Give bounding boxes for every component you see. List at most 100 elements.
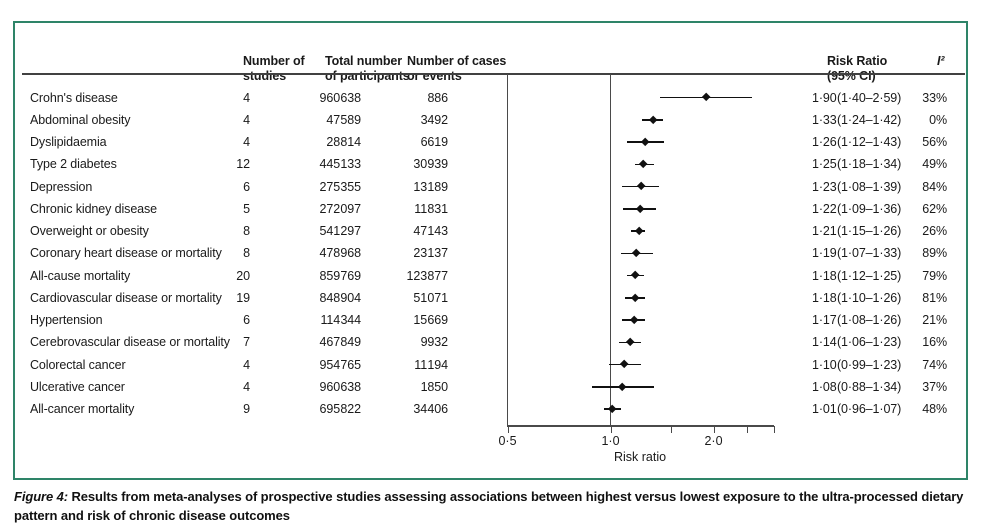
row-outcome-label: All-cause mortality xyxy=(30,268,131,283)
x-tick xyxy=(610,426,612,433)
row-risk-ratio-ci: 1·90 (1·40–2·59) xyxy=(812,90,902,105)
row-cases-or-events: 123 877 xyxy=(406,268,449,283)
row-risk-ratio-ci: 1·18 (1·12–1·25) xyxy=(812,268,902,283)
table-row: Hypertension 6 114 344 15 669 1·17 (1·08… xyxy=(0,309,987,331)
row-number-of-studies: 5 xyxy=(243,201,250,216)
row-number-of-studies: 4 xyxy=(243,379,250,394)
row-i-squared: 0% xyxy=(929,112,947,127)
row-total-participants: 859 769 xyxy=(319,268,362,283)
x-tick xyxy=(670,426,673,433)
table-row: Abdominal obesity 4 47 589 3492 1·33 (1·… xyxy=(0,109,987,131)
x-axis-title: Risk ratio xyxy=(613,450,667,464)
row-outcome-label: All-cancer mortality xyxy=(30,402,135,416)
row-total-participants: 848 904 xyxy=(319,290,362,305)
row-total-participants: 541 297 xyxy=(319,224,362,238)
row-cases-or-events: 11 194 xyxy=(414,357,448,372)
row-outcome-label: Hypertension xyxy=(30,313,103,327)
row-outcome-label: Chronic kidney disease xyxy=(30,201,158,216)
row-cases-or-events: 23 137 xyxy=(413,246,448,261)
x-tick-label: 1·0 xyxy=(601,434,620,448)
table-row: Coronary heart disease or mortality 8 47… xyxy=(0,242,987,264)
table-row: Dyslipidaemia 4 28 814 6619 1·26 (1·12–1… xyxy=(0,131,987,153)
row-total-participants: 114 344 xyxy=(320,313,361,327)
row-number-of-studies: 7 xyxy=(243,335,250,350)
row-outcome-label: Colorectal cancer xyxy=(30,357,126,372)
row-i-squared: 62% xyxy=(922,201,947,216)
x-axis-line xyxy=(507,425,774,427)
row-i-squared: 89% xyxy=(922,246,947,261)
row-i-squared: 79% xyxy=(922,268,947,283)
reference-line-rr-1 xyxy=(610,74,612,425)
row-number-of-studies: 8 xyxy=(243,224,250,238)
row-risk-ratio-ci: 1·10 (0·99–1·23) xyxy=(812,357,902,372)
row-number-of-studies: 20 xyxy=(236,268,250,283)
row-cases-or-events: 1850 xyxy=(420,379,449,394)
row-risk-ratio-ci: 1·08 (0·88–1·34) xyxy=(812,379,902,394)
row-outcome-label: Cerebrovascular disease or mortality xyxy=(30,335,230,350)
row-risk-ratio-ci: 1·17 (1·08–1·26) xyxy=(812,313,902,327)
table-row: Colorectal cancer 4 954 765 11 194 1·10 … xyxy=(0,354,987,376)
x-tick xyxy=(773,426,776,433)
row-i-squared: 26% xyxy=(922,224,947,238)
x-tick xyxy=(713,426,715,433)
row-outcome-label: Type 2 diabetes xyxy=(30,157,117,172)
row-total-participants: 467 849 xyxy=(319,335,362,350)
column-header-studies: Number of studies xyxy=(243,54,305,83)
row-number-of-studies: 6 xyxy=(243,179,250,194)
row-outcome-label: Abdominal obesity xyxy=(30,112,131,127)
row-number-of-studies: 6 xyxy=(243,313,250,327)
table-row: Depression 6 275 355 13 189 1·23 (1·08–1… xyxy=(0,176,987,198)
table-row: Cerebrovascular disease or mortality 7 4… xyxy=(0,331,987,353)
row-number-of-studies: 4 xyxy=(243,357,250,372)
row-i-squared: 21% xyxy=(922,313,947,327)
table-row: Crohn's disease 4 960 638 886 1·90 (1·40… xyxy=(0,87,987,109)
row-outcome-label: Overweight or obesity xyxy=(30,224,149,238)
row-number-of-studies: 9 xyxy=(243,402,250,416)
row-risk-ratio-ci: 1·19 (1·07–1·33) xyxy=(812,246,902,261)
x-tick-label: 2·0 xyxy=(704,434,723,448)
row-total-participants: 960 638 xyxy=(319,90,362,105)
figure-border-box: Number of studies Total number of partic… xyxy=(13,21,968,480)
row-number-of-studies: 4 xyxy=(243,90,250,105)
row-total-participants: 445 133 xyxy=(319,157,362,172)
row-i-squared: 56% xyxy=(922,135,947,149)
table-row: Type 2 diabetes 12 445 133 30 939 1·25 (… xyxy=(0,153,987,175)
row-total-participants: 478 968 xyxy=(319,246,362,261)
figure-caption-label: Figure 4: xyxy=(14,489,68,504)
row-cases-or-events: 886 xyxy=(427,90,448,105)
row-i-squared: 48% xyxy=(922,402,947,416)
row-number-of-studies: 8 xyxy=(243,246,250,261)
row-cases-or-events: 30 939 xyxy=(413,157,448,172)
row-risk-ratio-ci: 1·22 (1·09–1·36) xyxy=(812,201,902,216)
row-number-of-studies: 4 xyxy=(243,112,250,127)
row-cases-or-events: 6619 xyxy=(420,135,449,149)
row-number-of-studies: 19 xyxy=(236,290,250,305)
row-risk-ratio-ci: 1·25 (1·18–1·34) xyxy=(812,157,902,172)
row-risk-ratio-ci: 1·01 (0·96–1·07) xyxy=(812,402,902,416)
row-cases-or-events: 34 406 xyxy=(413,402,448,416)
row-risk-ratio-ci: 1·18 (1·10–1·26) xyxy=(812,290,902,305)
column-header-risk-ratio: Risk Ratio (95% CI) xyxy=(827,54,888,83)
table-row: All-cancer mortality 9 695 822 34 406 1·… xyxy=(0,398,987,420)
row-total-participants: 272 097 xyxy=(319,201,362,216)
figure-caption-text: Results from meta-analyses of prospectiv… xyxy=(14,489,964,523)
row-i-squared: 74% xyxy=(922,357,947,372)
row-total-participants: 954 765 xyxy=(319,357,362,372)
column-header-cases: Number of cases or events xyxy=(407,54,507,83)
column-header-participants: Total number of participants xyxy=(325,54,410,83)
row-number-of-studies: 4 xyxy=(243,135,250,149)
table-row: Cardiovascular disease or mortality 19 8… xyxy=(0,287,987,309)
row-risk-ratio-ci: 1·26 (1·12–1·43) xyxy=(812,135,902,149)
row-outcome-label: Depression xyxy=(30,179,93,194)
row-outcome-label: Cardiovascular disease or mortality xyxy=(30,290,222,305)
row-outcome-label: Ulcerative cancer xyxy=(30,379,125,394)
table-row: Overweight or obesity 8 541 297 47 143 1… xyxy=(0,220,987,242)
column-header-i-squared: I² xyxy=(937,54,945,68)
figure-caption: Figure 4: Results from meta-analyses of … xyxy=(14,487,964,525)
row-i-squared: 84% xyxy=(922,179,947,194)
row-cases-or-events: 47 143 xyxy=(413,224,448,238)
row-total-participants: 275 355 xyxy=(319,179,362,194)
row-risk-ratio-ci: 1·21 (1·15–1·26) xyxy=(812,224,902,238)
header-separator-line xyxy=(22,73,965,75)
